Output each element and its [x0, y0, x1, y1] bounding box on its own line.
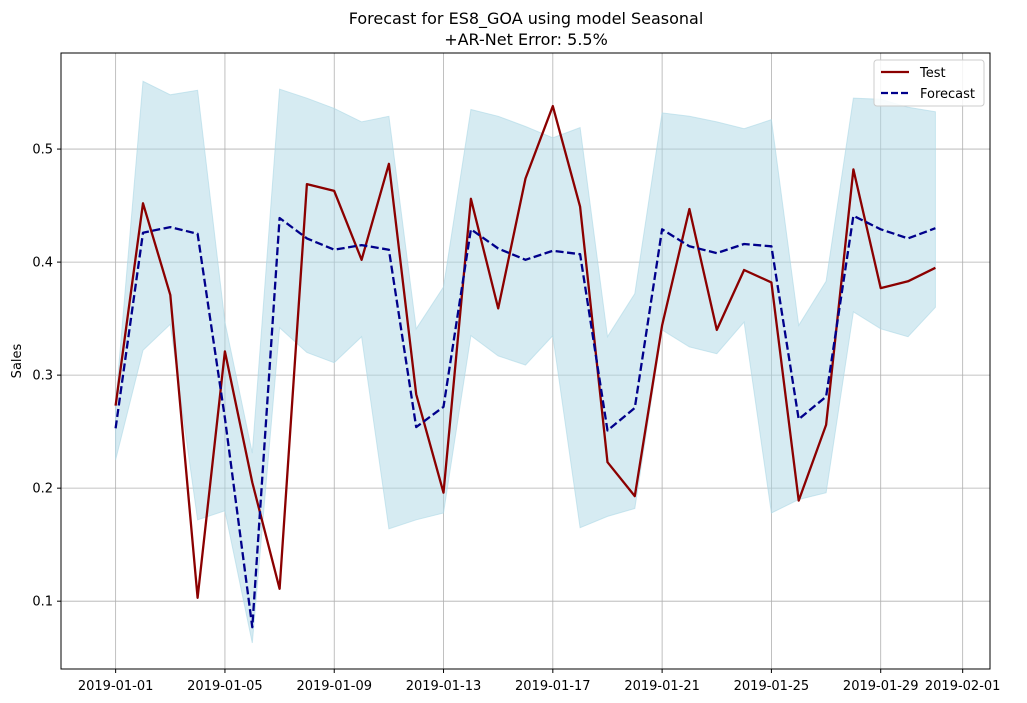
series-lines	[114, 104, 936, 629]
x-tick-label: 2019-01-05	[187, 679, 263, 694]
y-axis-label: Sales	[10, 343, 25, 378]
x-tick-label: 2019-01-13	[406, 679, 482, 694]
confidence-band	[115, 80, 936, 644]
x-tick-label: 2019-01-21	[624, 679, 700, 694]
legend: Test Forecast	[873, 59, 985, 107]
plot-frame	[60, 52, 991, 670]
series-line-forecast	[114, 214, 936, 629]
confidence-band-area	[115, 80, 936, 644]
x-tick-label: 2019-01-25	[734, 679, 810, 694]
x-tick-label: 2019-01-01	[78, 679, 154, 694]
series-line-test	[114, 104, 936, 599]
y-tick-label: 0.3	[32, 369, 53, 384]
chart-title-line-1: Forecast for ES8_GOA using model Seasona…	[349, 9, 704, 29]
legend-forecast-label: Forecast	[920, 87, 975, 102]
y-tick-label: 0.5	[32, 143, 53, 158]
y-tick-label: 0.1	[32, 595, 53, 610]
y-tick-label: 0.4	[32, 256, 53, 271]
x-tick-label: 2019-02-01	[925, 679, 1001, 694]
y-axis-ticks: 0.1 0.2 0.3 0.4 0.5	[32, 143, 61, 610]
x-tick-label: 2019-01-17	[515, 679, 591, 694]
x-axis-ticks: 2019-01-01 2019-01-05 2019-01-09 2019-01-13…	[78, 669, 1001, 694]
x-tick-label: 2019-01-09	[296, 679, 372, 694]
y-tick-label: 0.2	[32, 482, 53, 497]
chart-title-line-2: +AR-Net Error: 5.5%	[444, 30, 608, 49]
legend-test-label: Test	[919, 66, 946, 81]
x-tick-label: 2019-01-29	[843, 679, 919, 694]
